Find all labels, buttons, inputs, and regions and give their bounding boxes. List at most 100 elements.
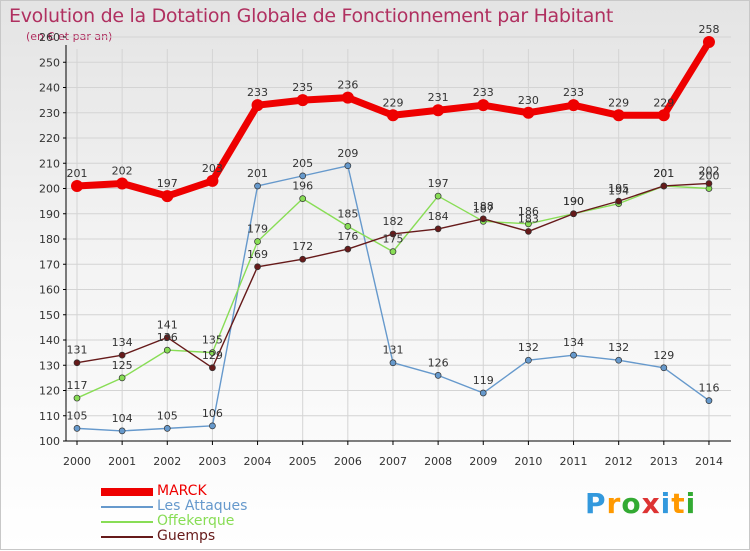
data-point (344, 245, 352, 253)
data-label: 233 (563, 86, 584, 99)
data-label: 188 (473, 200, 494, 213)
chart-title: Evolution de la Dotation Globale de Fonc… (9, 5, 614, 27)
data-point (570, 351, 577, 359)
y-tick-label: 160 (39, 284, 60, 297)
data-label: 185 (337, 207, 358, 220)
data-point (209, 422, 216, 430)
x-tick-label: 2014 (695, 455, 723, 468)
legend-label: Offekerque (157, 513, 235, 529)
data-label: 203 (202, 162, 223, 175)
data-label: 190 (563, 195, 584, 208)
data-point (657, 109, 670, 122)
data-point (434, 372, 442, 379)
data-point (612, 109, 625, 122)
data-label: 236 (337, 79, 358, 92)
y-tick-label: 110 (39, 410, 60, 423)
data-label: 136 (157, 331, 178, 344)
data-point (660, 182, 668, 190)
data-point (163, 425, 171, 432)
data-point (615, 197, 623, 205)
data-label: 186 (518, 205, 539, 218)
logo-letter: r (606, 487, 622, 520)
data-label: 132 (518, 341, 539, 354)
y-tick-label: 120 (39, 385, 60, 398)
data-label: 105 (67, 409, 88, 422)
data-label: 134 (563, 336, 584, 349)
data-label: 134 (112, 336, 133, 349)
y-tick-label: 230 (39, 107, 60, 120)
data-point (73, 359, 81, 367)
data-point (525, 228, 532, 235)
data-point (615, 356, 623, 364)
data-point (73, 394, 81, 402)
data-point (206, 174, 219, 187)
x-tick-label: 2006 (334, 455, 362, 468)
data-label: 169 (247, 248, 268, 261)
logo-letter: x (641, 487, 661, 520)
legend-swatch (101, 535, 153, 538)
data-label: 231 (428, 91, 449, 104)
legend-label: Guemps (157, 528, 216, 544)
data-label: 209 (337, 147, 358, 160)
data-label: 125 (112, 359, 133, 372)
data-label: 201 (653, 167, 674, 180)
x-tick-label: 2012 (605, 455, 633, 468)
data-label: 135 (202, 334, 223, 347)
data-point (209, 349, 216, 356)
data-point (118, 351, 126, 359)
y-tick-label: 220 (39, 132, 60, 145)
legend-entry: Les Attaques (101, 499, 247, 514)
logo-letter: o (621, 487, 642, 520)
data-label: 258 (698, 23, 719, 36)
x-tick-label: 2005 (289, 455, 317, 468)
data-label: 172 (292, 240, 313, 253)
data-label: 233 (247, 86, 268, 99)
x-tick-label: 2001 (108, 455, 136, 468)
data-label: 194 (608, 185, 629, 198)
data-label: 201 (67, 167, 88, 180)
data-point (389, 359, 397, 367)
data-label: 184 (428, 210, 449, 223)
data-label: 197 (428, 177, 449, 190)
data-label: 129 (202, 349, 223, 362)
y-tick-label: 260 (39, 31, 60, 44)
data-point (386, 109, 399, 122)
data-point (477, 99, 490, 112)
data-point (660, 364, 668, 372)
data-point (432, 104, 445, 117)
data-label: 106 (202, 407, 223, 420)
data-label: 201 (653, 167, 674, 180)
data-label: 190 (563, 195, 584, 208)
data-label: 202 (112, 164, 133, 177)
legend-entry: Offekerque (101, 514, 247, 529)
data-label: 105 (157, 409, 178, 422)
legend-swatch (101, 505, 153, 508)
data-point (118, 427, 126, 435)
x-tick-label: 2002 (153, 455, 181, 468)
y-tick-label: 140 (39, 334, 60, 347)
data-label: 229 (608, 96, 629, 109)
logo-letter: i (685, 487, 697, 520)
data-point (161, 190, 174, 203)
data-label: 195 (608, 182, 629, 195)
data-label: 187 (473, 202, 494, 215)
data-label: 196 (292, 180, 313, 193)
y-tick-label: 250 (39, 56, 60, 69)
data-point (479, 389, 487, 397)
x-tick-label: 2004 (244, 455, 272, 468)
data-label: 175 (382, 233, 403, 246)
y-tick-label: 130 (39, 359, 60, 372)
data-point (254, 238, 261, 245)
data-label: 201 (247, 167, 268, 180)
data-point (522, 106, 535, 119)
x-tick-label: 2010 (514, 455, 542, 468)
x-tick-label: 2008 (424, 455, 452, 468)
data-point (163, 334, 171, 341)
logo-letter: i (660, 487, 672, 520)
data-point (296, 94, 309, 107)
legend-swatch (101, 487, 153, 496)
data-label: 141 (157, 318, 178, 331)
y-tick-label: 170 (39, 258, 60, 271)
data-label: 129 (653, 349, 674, 362)
